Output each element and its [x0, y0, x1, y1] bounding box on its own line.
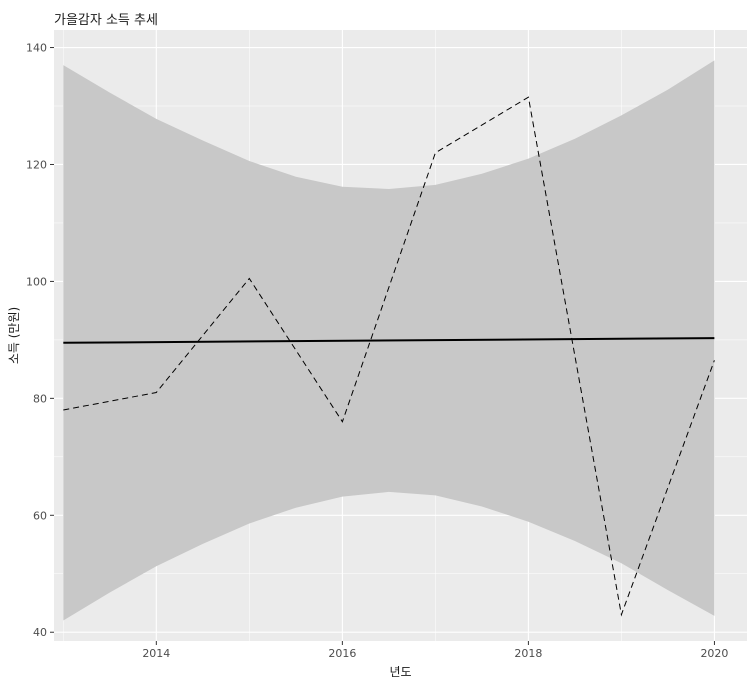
x-axis-title: 년도 — [389, 665, 411, 679]
x-tick-label: 2020 — [700, 647, 728, 660]
y-tick-label: 120 — [26, 158, 47, 171]
trend-line — [63, 337, 715, 344]
chart-title: 가을감자 소득 추세 — [54, 13, 158, 28]
y-tick-label: 100 — [26, 275, 47, 288]
y-tick-label: 60 — [33, 509, 47, 522]
income-line — [63, 96, 715, 617]
y-tick-label: 80 — [33, 392, 47, 405]
x-tick-label: 2014 — [142, 647, 170, 660]
y-tick-label: 140 — [26, 42, 47, 55]
x-tick-label: 2016 — [328, 647, 356, 660]
x-tick-label: 2018 — [514, 647, 542, 660]
y-tick-label: 40 — [33, 626, 47, 639]
y-axis-title: 소득 (만원) — [7, 307, 21, 364]
